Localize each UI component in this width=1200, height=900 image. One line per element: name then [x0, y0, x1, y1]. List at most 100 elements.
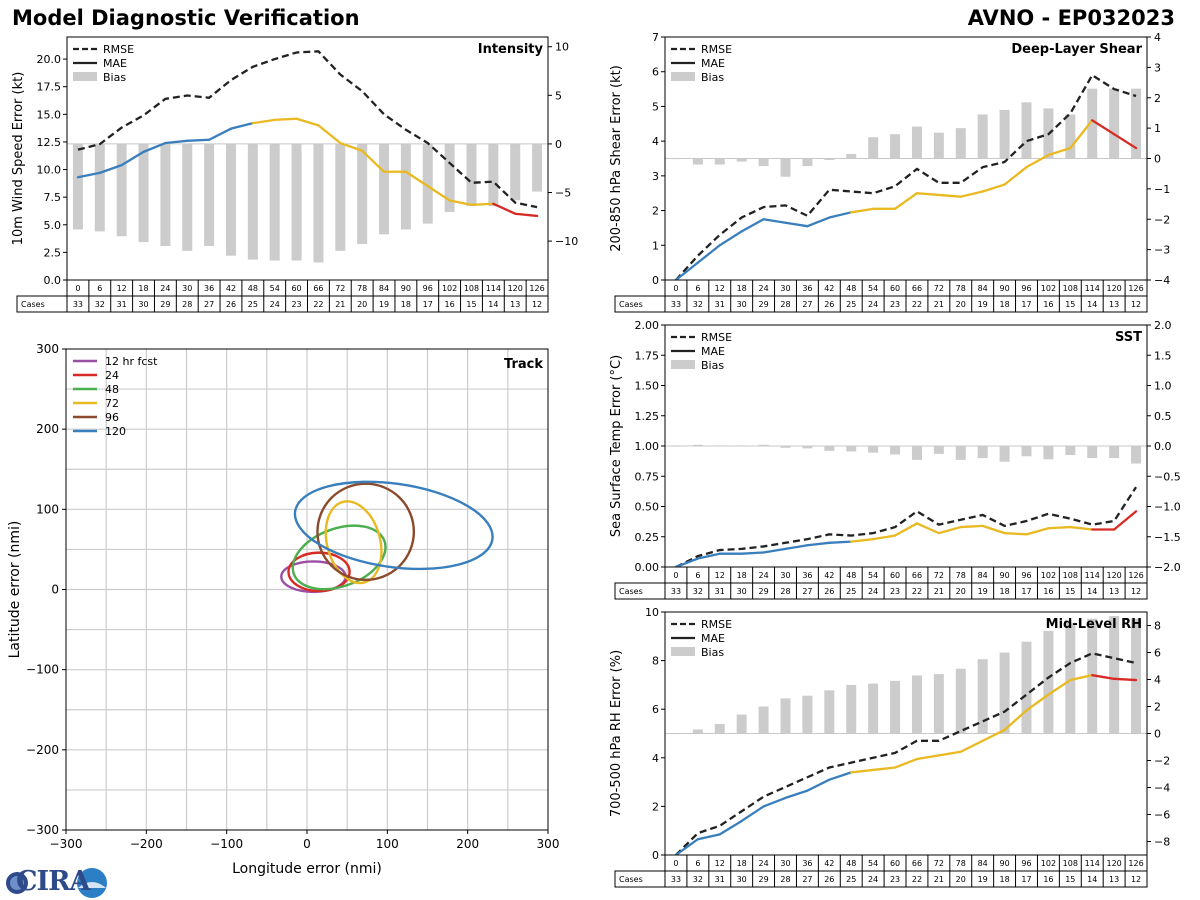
cases-cell: 25	[248, 300, 258, 309]
y-tick-label: 1.50	[635, 380, 660, 393]
cases-row	[614, 295, 1148, 313]
bias-bar	[444, 143, 455, 212]
legend-bias-swatch	[671, 72, 695, 81]
hour-cell: 78	[956, 571, 966, 580]
bias-bar	[758, 706, 769, 734]
hour-cell: 72	[335, 284, 345, 293]
bias-bar	[714, 158, 725, 165]
cases-cell: 14	[1087, 875, 1097, 884]
legend-bias-swatch	[73, 72, 97, 81]
cases-cell: 15	[1065, 300, 1075, 309]
y-tick-label: 3	[652, 170, 659, 183]
hour-cell: 96	[1021, 284, 1031, 293]
y2-tick-label: −0.5	[1154, 470, 1181, 483]
y2-tick-label: −10	[555, 235, 578, 248]
mae-segment	[828, 540, 853, 544]
hour-cell: 0	[673, 859, 678, 868]
cases-cell: 29	[758, 587, 768, 596]
mae-segment	[959, 524, 984, 529]
hour-cell: 30	[780, 284, 790, 293]
cases-cell: 30	[138, 300, 148, 309]
legend-mae-label: MAE	[103, 57, 127, 70]
y2-tick-label: 4	[1154, 31, 1161, 44]
logo-text: CIRA	[16, 866, 91, 897]
bias-bar	[1131, 618, 1142, 734]
bias-bar	[357, 143, 368, 245]
hour-cell: 12	[715, 571, 725, 580]
hour-cell: 48	[248, 284, 258, 293]
cases-cell: 31	[117, 300, 127, 309]
hour-cell: 96	[1021, 859, 1031, 868]
cases-cell: 17	[1021, 587, 1031, 596]
cases-cell: 21	[934, 875, 944, 884]
cases-label: Cases	[619, 300, 643, 309]
bias-bar	[204, 143, 215, 246]
mae-segment	[784, 789, 809, 800]
cases-cell: 25	[846, 875, 856, 884]
y-tick-label: 6	[652, 703, 659, 716]
mae-segment	[1069, 674, 1094, 682]
mae-segment	[229, 122, 254, 130]
cases-row	[614, 582, 1148, 600]
mae-segment	[1047, 146, 1072, 157]
cases-cell: 18	[401, 300, 411, 309]
y2-tick-label: −5	[555, 187, 571, 200]
mae-segment	[915, 192, 941, 197]
bias-bar	[846, 153, 857, 159]
y-tick-label: 1.00	[635, 440, 660, 453]
hour-cell: 66	[912, 284, 922, 293]
y-tick-label: 4	[652, 135, 659, 148]
bias-bar	[400, 143, 411, 230]
mae-segment	[893, 192, 919, 210]
bias-bar	[890, 134, 901, 159]
cases-cell: 29	[160, 300, 170, 309]
hour-cell: 6	[695, 571, 700, 580]
y-tick-label: 1.25	[635, 410, 660, 423]
y-tick-label: 2	[652, 205, 659, 218]
hour-cell: 114	[1085, 859, 1100, 868]
hour-cell: 66	[912, 859, 922, 868]
cases-row	[614, 870, 1148, 888]
bias-bar	[868, 683, 879, 734]
cases-cell: 22	[912, 875, 922, 884]
mae-segment	[806, 778, 831, 792]
bias-bar	[736, 714, 747, 734]
y-tick-label: 1	[652, 239, 659, 252]
bias-bar	[94, 143, 105, 232]
y2-tick-label: 5	[555, 89, 562, 102]
cases-cell: 28	[780, 875, 790, 884]
cases-cell: 30	[737, 875, 747, 884]
mae-segment	[937, 750, 962, 757]
y2-tick-label: −6	[1154, 809, 1170, 822]
y2-tick-label: −4	[1154, 782, 1170, 795]
mae-segment	[448, 199, 473, 207]
bias-bar	[933, 446, 944, 454]
legend-rmse-label: RMSE	[701, 331, 732, 344]
x-axis-label: Longitude error (nmi)	[232, 861, 382, 877]
mae-segment	[1003, 709, 1028, 732]
hour-cell: 0	[673, 571, 678, 580]
mae-segment	[893, 522, 919, 537]
mae-segment	[1047, 678, 1072, 696]
hour-cell: 24	[160, 284, 170, 293]
mae-segment	[470, 202, 495, 207]
cases-cell: 26	[824, 587, 834, 596]
cases-cell: 16	[445, 300, 455, 309]
hour-cell: 36	[204, 284, 214, 293]
cases-label: Cases	[619, 875, 643, 884]
y-tick-label: 20.0	[37, 53, 62, 66]
hour-cell: 84	[978, 571, 988, 580]
mae-segment	[514, 212, 539, 218]
cases-label: Cases	[21, 300, 45, 309]
bias-bar	[1109, 616, 1120, 734]
y-axis-label: 200-850 hPa Shear Error (kt)	[609, 65, 624, 252]
track-legend-label: 72	[105, 397, 119, 410]
hour-cell: 120	[508, 284, 523, 293]
legend-mae-label: MAE	[701, 632, 725, 645]
bias-bar	[488, 143, 499, 207]
hour-cell: 72	[934, 571, 944, 580]
bias-bar	[977, 446, 988, 459]
y2-tick-label: 10	[555, 41, 569, 54]
bias-bar	[1065, 446, 1076, 456]
track-ellipse	[293, 480, 494, 571]
